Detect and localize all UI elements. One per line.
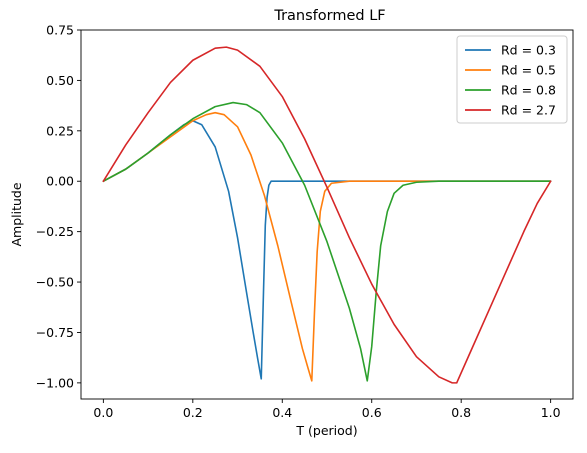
legend-label: Rd = 0.3 [501,43,556,58]
y-tick-label: −0.75 [36,325,74,340]
x-tick-label: 1.0 [541,405,561,420]
x-tick-label: 0.0 [93,405,113,420]
legend-label: Rd = 0.8 [501,83,556,98]
legend-label: Rd = 2.7 [501,103,556,118]
y-tick-label: −0.50 [36,275,74,290]
y-axis-title: Amplitude [9,182,24,246]
series-line-3 [102,101,552,382]
series-line-2 [102,111,552,382]
x-tick-label: 0.2 [183,405,203,420]
legend-label: Rd = 0.5 [501,63,556,78]
y-tick-label: −1.00 [36,375,74,390]
y-tick-label: 0.50 [46,73,74,88]
x-axis-title: T (period) [295,423,357,438]
chart-title: Transformed LF [273,8,385,24]
legend-box [456,35,568,124]
series-line-1 [102,119,552,380]
series-line-4 [102,46,552,384]
legend: Rd = 0.3 Rd = 0.5 Rd = 0.8 Rd = 2.7 [456,35,568,124]
y-tick-label: −0.25 [36,224,74,239]
x-tick-label: 0.6 [362,405,382,420]
y-tick-label: 0.25 [46,123,74,138]
plot-frame [80,29,574,400]
y-tick-label: 0.00 [46,174,74,189]
x-tick-label: 0.8 [451,405,471,420]
y-tick-label: 0.75 [46,23,74,38]
x-tick-label: 0.4 [272,405,292,420]
